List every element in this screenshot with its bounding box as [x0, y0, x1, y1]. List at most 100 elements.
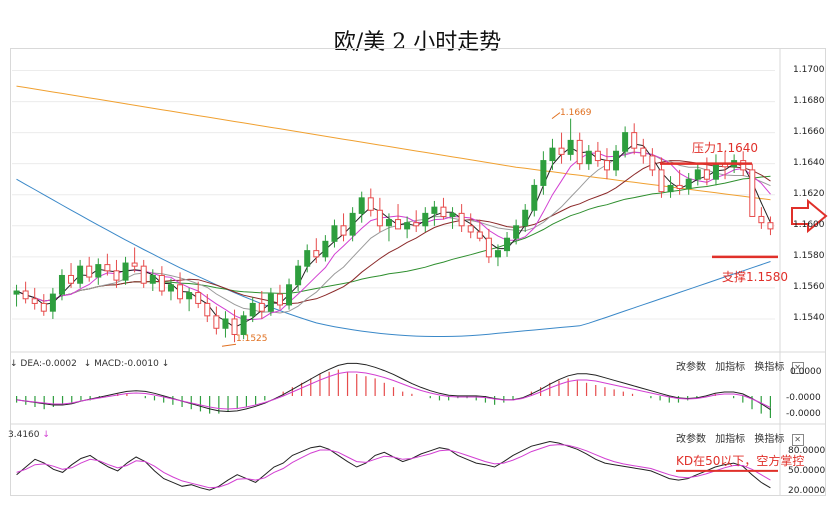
candle-body	[77, 265, 84, 284]
kd-ytick: 20.0000	[788, 486, 826, 496]
candle-body	[213, 315, 220, 329]
candle-body	[13, 290, 20, 295]
kd-note: KD在50以下，空方掌控	[676, 454, 805, 468]
candle-body	[485, 237, 492, 258]
change-indicator-button[interactable]: 换指标	[754, 362, 785, 373]
y-tick-label: 1.1640	[793, 157, 825, 168]
candle-body	[231, 318, 238, 335]
candle-body	[458, 212, 465, 227]
macd-ytick: -0.0000	[786, 393, 821, 403]
candle-body	[522, 209, 529, 227]
dea-value: DEA:-0.0002	[20, 359, 77, 369]
chart-frame	[10, 48, 826, 496]
candle-body	[376, 209, 383, 227]
candle-body	[122, 262, 129, 281]
candle-body	[694, 169, 701, 180]
d-line	[16, 444, 771, 489]
low-pointer	[221, 343, 237, 347]
candle-body	[177, 284, 184, 300]
candle-body	[413, 222, 420, 227]
candle-body	[331, 225, 338, 242]
kd-ytick: 50.0000	[788, 466, 826, 476]
macd-ytick: 0.0000	[790, 367, 822, 377]
candle-body	[658, 169, 665, 193]
candle-body	[40, 302, 47, 312]
candle-body	[149, 274, 156, 284]
add-indicator-button[interactable]: 加指标	[715, 362, 746, 373]
candle-body	[558, 147, 565, 155]
chart-title: 欧/美 2 小时走势	[333, 30, 502, 55]
candle-body	[167, 284, 174, 292]
high-pointer	[551, 112, 561, 120]
candle-body	[276, 293, 283, 306]
candle-body	[622, 132, 629, 152]
candle-body	[712, 163, 719, 180]
candle-body	[649, 155, 656, 171]
candle-body	[449, 212, 456, 217]
close-icon[interactable]: ✕	[791, 434, 804, 446]
candle-body	[422, 212, 429, 227]
change-indicator-button[interactable]: 换指标	[754, 434, 785, 445]
candle-body	[703, 169, 710, 180]
candle-body	[240, 315, 247, 335]
candle-body	[549, 147, 556, 162]
down-arrow-icon: ↓	[42, 430, 50, 440]
close-icon[interactable]: ✕	[791, 362, 804, 374]
candle-body	[440, 206, 447, 217]
edit-params-button[interactable]: 改参数	[676, 362, 706, 373]
y-tick-label: 1.1560	[793, 281, 825, 292]
y-tick-label: 1.1580	[793, 250, 825, 261]
y-tick-label: 1.1620	[793, 188, 825, 199]
candle-body	[49, 293, 56, 312]
candle-body	[613, 150, 620, 171]
ma-brown-line	[16, 160, 771, 305]
down-arrow-icon: ↓	[161, 359, 170, 369]
y-tick-label: 1.1660	[793, 126, 825, 137]
ma-blue-line	[16, 178, 771, 337]
dif-line	[16, 362, 771, 413]
candle-body	[295, 265, 302, 286]
candle-body	[513, 225, 520, 239]
ma-orange-line	[16, 85, 771, 201]
candle-body	[113, 270, 120, 281]
down-arrow-icon: ↓	[83, 359, 92, 369]
annotations	[221, 112, 828, 347]
edit-params-button[interactable]: 改参数	[676, 434, 706, 445]
candle-body	[685, 178, 692, 190]
candle-body	[467, 225, 474, 233]
candle-body	[567, 139, 574, 155]
candle-body	[385, 219, 392, 227]
candle-body	[585, 150, 592, 165]
candle-body	[349, 212, 356, 236]
candle-body	[286, 284, 293, 306]
candle-body	[594, 150, 601, 162]
candle-body	[340, 225, 347, 236]
candles	[13, 118, 774, 343]
low-label: 1.1525	[236, 334, 268, 344]
candle-body	[258, 302, 265, 312]
candle-body	[667, 184, 674, 193]
add-indicator-button[interactable]: 加指标	[715, 434, 746, 445]
candle-body	[504, 237, 511, 252]
macd-panel-series	[15, 362, 772, 418]
candle-body	[195, 292, 202, 304]
y-tick-label: 1.1600	[793, 219, 825, 230]
macd-header: ↓ DEA:-0.0002 ↓ MACD:-0.0010 ↓	[10, 359, 169, 369]
candle-body	[758, 215, 765, 224]
candle-body	[603, 160, 610, 171]
candle-body	[31, 298, 38, 304]
high-label: 1.1669	[560, 108, 592, 118]
candle-body	[267, 293, 274, 312]
kd-value: 3.4160	[8, 430, 40, 440]
candle-body	[631, 132, 638, 149]
candle-body	[186, 292, 193, 300]
candle-body	[576, 139, 583, 165]
candle-body	[22, 290, 29, 300]
candle-body	[749, 169, 756, 217]
candle-body	[322, 240, 329, 258]
candle-body	[104, 264, 111, 272]
down-arrow-icon: ↓	[10, 359, 18, 369]
ma-gray-line	[16, 151, 771, 314]
y-tick-label: 1.1540	[793, 312, 825, 323]
